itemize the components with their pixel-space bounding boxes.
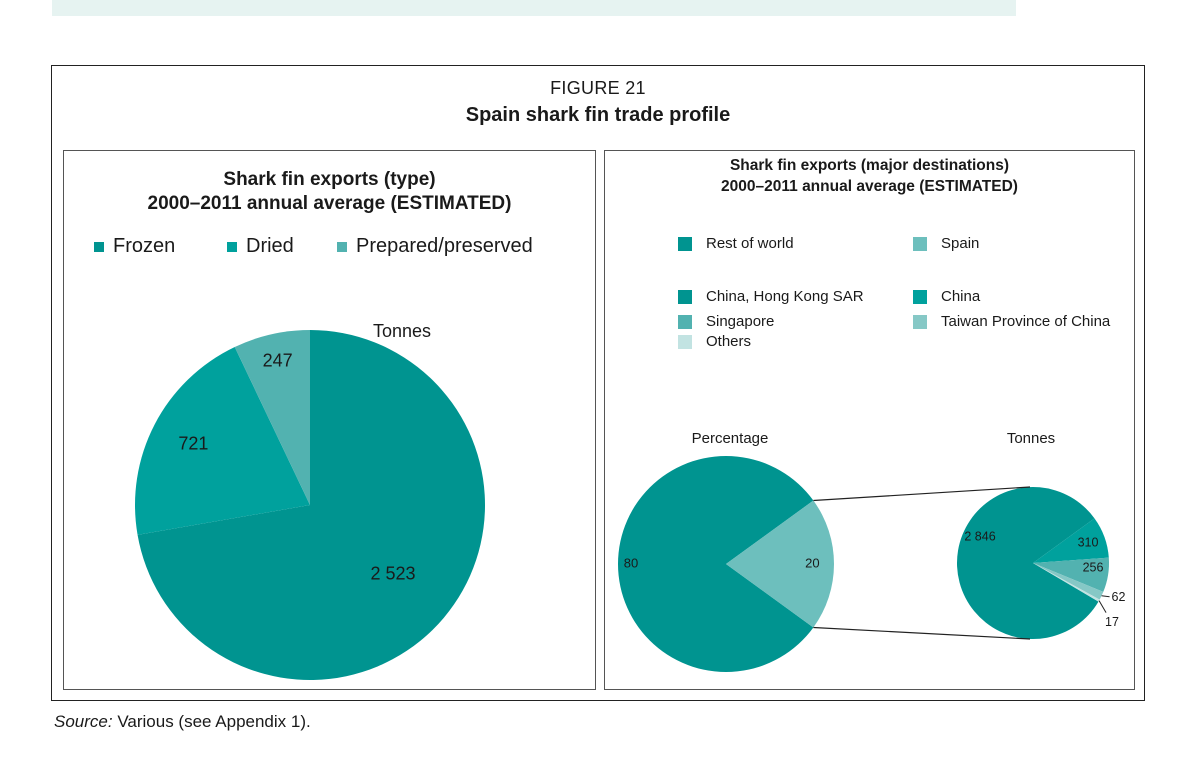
source-text: Various (see Appendix 1).	[112, 712, 311, 731]
legend-label-prepared: Prepared/preserved	[356, 235, 533, 257]
legend-swatch-others	[678, 334, 692, 349]
legend-dried: Dried	[227, 235, 294, 258]
pie-slice-china	[1033, 518, 1109, 563]
type-chart-panel: Shark fin exports (type) 2000–2011 annua…	[63, 150, 596, 690]
connector-line-top	[813, 486, 1031, 502]
source-note: Source: Various (see Appendix 1).	[54, 712, 311, 732]
legend-label-singapore: Singapore	[706, 313, 775, 330]
legend-swatch-china	[913, 289, 927, 304]
top-decorative-band	[52, 0, 1016, 16]
pie-slice-frozen	[137, 330, 485, 680]
type-chart-title: Shark fin exports (type)	[223, 169, 436, 190]
pie-slice-others	[1033, 563, 1100, 602]
figure-title: Spain shark fin trade profile	[465, 104, 731, 126]
legend-swatch-spain	[913, 236, 927, 251]
legend-spain: Spain	[913, 235, 979, 252]
legend-label-rest-of-world: Rest of world	[706, 235, 794, 252]
pie-slice-taiwan-province-of-china	[1033, 563, 1104, 600]
connector-line-bottom	[813, 626, 1031, 640]
data-label-spain: 20	[805, 555, 819, 570]
pie-slice-rest-of-world	[618, 456, 814, 673]
type-pie-unit-label: Tonnes	[373, 321, 431, 341]
legend-others: Others	[678, 333, 751, 350]
pie-slice-spain	[726, 500, 834, 628]
percentage-pie-label: Percentage	[692, 430, 769, 447]
destinations-chart-subtitle: 2000–2011 annual average (ESTIMATED)	[721, 178, 1018, 195]
pie-slice-singapore	[1033, 557, 1109, 592]
figure-number: FIGURE 21	[550, 78, 646, 98]
source-label: Source:	[54, 712, 113, 731]
legend-taiwan: Taiwan Province of China	[913, 313, 1110, 330]
legend-swatch-prepared	[337, 241, 347, 252]
data-label-taiwan-province-of-china: 62	[1112, 590, 1126, 604]
legend-china: China	[913, 288, 980, 305]
data-label-others: 17	[1105, 615, 1119, 629]
leader-line-taiwan	[1101, 595, 1110, 598]
legend-frozen: Frozen	[94, 235, 175, 258]
data-label-frozen: 2 523	[370, 564, 415, 584]
legend-label-others: Others	[706, 333, 752, 350]
legend-swatch-singapore	[678, 314, 692, 329]
data-label-china: 310	[1078, 535, 1099, 549]
destinations-chart-title: Shark fin exports (major destinations)	[729, 157, 1010, 174]
destinations-pie-charts: Percentage Tonnes 80 20 2 846 310 256 62 17	[618, 430, 1126, 673]
type-chart-subtitle: 2000–2011 annual average (ESTIMATED)	[147, 193, 512, 214]
destinations-chart-panel: Shark fin exports (major destinations) 2…	[604, 150, 1135, 690]
type-pie-chart: Tonnes 2 523 721 247	[135, 321, 485, 680]
legend-singapore: Singapore	[678, 313, 774, 330]
legend-prepared: Prepared/preserved	[337, 235, 533, 258]
tonnes-pie-label: Tonnes	[1007, 430, 1055, 447]
legend-hong-kong: China, Hong Kong SAR	[678, 288, 864, 305]
legend-rest-of-world: Rest of world	[678, 235, 794, 252]
data-label-prepared-preserved: 247	[263, 350, 293, 370]
data-label-china-hong-kong-sar: 2 846	[964, 529, 995, 543]
data-label-dried: 721	[178, 433, 208, 453]
leader-line-others	[1098, 600, 1107, 613]
data-label-singapore: 256	[1083, 560, 1104, 574]
legend-label-frozen: Frozen	[113, 235, 176, 257]
legend-swatch-taiwan	[913, 314, 927, 329]
legend-label-spain: Spain	[941, 235, 980, 252]
legend-label-dried: Dried	[246, 235, 294, 257]
pie-slice-prepared-preserved	[234, 330, 310, 505]
pie-slice-china-hong-kong-sar	[957, 486, 1099, 639]
pie-slice-dried	[135, 347, 310, 535]
legend-label-hong-kong: China, Hong Kong SAR	[706, 288, 864, 305]
legend-swatch-rest-of-world	[678, 236, 692, 251]
legend-label-taiwan: Taiwan Province of China	[941, 313, 1111, 330]
data-label-rest-of-world: 80	[624, 555, 638, 570]
legend-swatch-frozen	[94, 241, 104, 252]
legend-swatch-dried	[227, 241, 237, 252]
legend-swatch-hong-kong	[678, 289, 692, 304]
legend-label-china: China	[941, 288, 981, 305]
figure-frame: FIGURE 21 Spain shark fin trade profile …	[51, 65, 1145, 701]
